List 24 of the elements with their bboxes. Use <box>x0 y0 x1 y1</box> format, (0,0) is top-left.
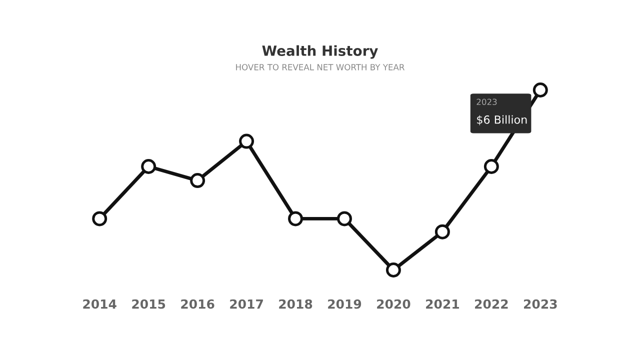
annotation: $6 Billion <box>477 115 527 126</box>
x-tick-label: 2023 <box>524 299 557 309</box>
chart-title: Wealth History <box>262 45 378 59</box>
x-tick-label: 2021 <box>426 299 459 309</box>
x-tick-label: 2019 <box>328 299 362 309</box>
x-tick-label: 2018 <box>279 299 312 309</box>
point <box>288 211 304 226</box>
point <box>484 159 499 174</box>
x-tick-label: 2015 <box>132 299 166 309</box>
x-tick-label: 2014 <box>83 299 116 309</box>
point <box>386 262 401 278</box>
annotation: 2023 <box>476 98 497 106</box>
point <box>92 211 108 226</box>
point <box>434 224 450 240</box>
point <box>532 82 548 98</box>
point <box>190 173 206 188</box>
x-tick-label: 2016 <box>181 299 214 309</box>
chart-subtitle: HOVER TO REVEAL NET WORTH BY YEAR <box>236 64 404 70</box>
x-tick-label: 2022 <box>475 299 508 309</box>
point <box>336 211 352 226</box>
x-tick-label: 2017 <box>230 299 263 309</box>
point <box>141 159 156 174</box>
x-tick-label: 2020 <box>377 299 410 309</box>
point <box>239 134 254 149</box>
